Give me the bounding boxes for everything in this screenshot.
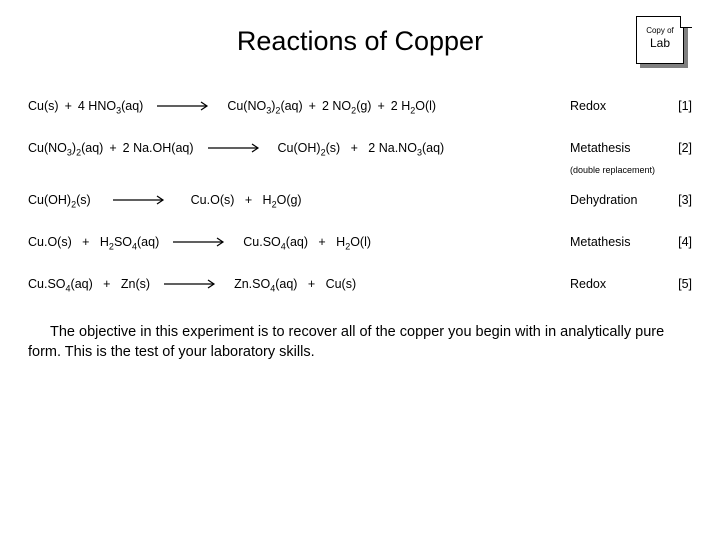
reaction-row: Cu(s)+4 HNO3(aq) Cu(NO3)2(aq)+2 NO2(g)+2… [28, 95, 692, 117]
reactions-block: Cu(s)+4 HNO3(aq) Cu(NO3)2(aq)+2 NO2(g)+2… [28, 95, 692, 295]
reaction-type: Metathesis [570, 141, 668, 155]
reaction-number: [5] [668, 277, 692, 291]
page-title: Reactions of Copper [28, 20, 692, 57]
arrow-icon [173, 237, 229, 247]
reactant: Cu.SO4(aq) + Zn(s) [28, 277, 150, 291]
reaction-type: Metathesis [570, 235, 668, 249]
note-lab: Lab [636, 38, 684, 48]
reaction-row: Cu(OH)2(s) Cu.O(s) + H2O(g) Dehydration … [28, 189, 692, 211]
reaction-type: Redox [570, 99, 668, 113]
arrow-icon [164, 279, 220, 289]
product: Cu(OH)2(s) + 2 Na.NO3(aq) [278, 141, 445, 155]
reaction-number: [2] [668, 141, 692, 155]
reaction-number: [4] [668, 235, 692, 249]
objective-text: The objective in this experiment is to r… [28, 323, 692, 362]
reaction-row: Cu.SO4(aq) + Zn(s) Zn.SO4(aq) + Cu(s) Re… [28, 273, 692, 295]
product: Cu(NO3)2(aq)+2 NO2(g)+2 H2O(l) [227, 99, 436, 113]
reaction-number: [3] [668, 193, 692, 207]
note-icon: Copy of Lab [636, 16, 692, 72]
reaction-row: Cu(NO3)2(aq)+2 Na.OH(aq) Cu(OH)2(s) + 2 … [28, 137, 692, 159]
arrow-icon [157, 101, 213, 111]
product: Cu.O(s) + H2O(g) [191, 193, 302, 207]
arrow-icon [113, 195, 169, 205]
reaction-type: Dehydration [570, 193, 668, 207]
reaction-type: Redox [570, 277, 668, 291]
reaction-row: Cu.O(s) + H2SO4(aq) Cu.SO4(aq) + H2O(l) … [28, 231, 692, 253]
product: Cu.SO4(aq) + H2O(l) [243, 235, 371, 249]
note-copyof: Copy of [636, 26, 684, 36]
reactant: Cu(OH)2(s) [28, 193, 91, 207]
annotation: (double replacement) [570, 165, 692, 175]
arrow-icon [208, 143, 264, 153]
reaction-number: [1] [668, 99, 692, 113]
reactant: Cu.O(s) + H2SO4(aq) [28, 235, 159, 249]
reactant: Cu(s)+4 HNO3(aq) [28, 99, 143, 113]
reactant: Cu(NO3)2(aq)+2 Na.OH(aq) [28, 141, 194, 155]
product: Zn.SO4(aq) + Cu(s) [234, 277, 356, 291]
